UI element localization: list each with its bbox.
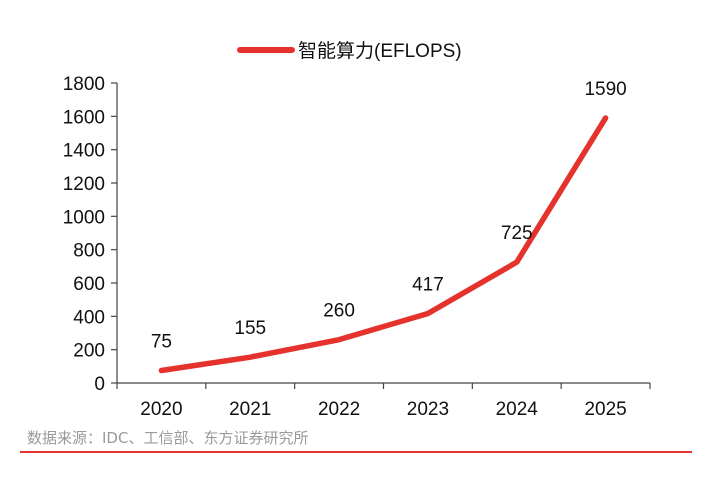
series-line (158, 115, 609, 374)
y-tick-label: 800 (73, 241, 105, 262)
legend: 智能算力(EFLOPS) (237, 40, 462, 62)
data-labels: 75 155 260 417 725 1590 (151, 79, 627, 353)
data-label: 417 (412, 275, 444, 296)
x-tick-label: 2020 (140, 399, 182, 420)
y-tick-label: 1000 (63, 207, 105, 228)
y-tick-label: 0 (94, 374, 105, 395)
data-label: 260 (323, 301, 355, 322)
y-tick-label: 1400 (63, 141, 105, 162)
y-tick-label: 1200 (63, 174, 105, 195)
series-group (158, 115, 609, 374)
y-axis: 0 200 400 600 800 1000 1200 1400 1600 1800 (63, 74, 118, 395)
y-tick-label: 1600 (63, 107, 105, 128)
y-tick-label: 600 (73, 274, 105, 295)
x-axis: 2020 2021 2022 2023 2024 2025 (116, 382, 651, 420)
data-label: 155 (234, 318, 266, 339)
y-tick-label: 400 (73, 307, 105, 328)
legend-label: 智能算力(EFLOPS) (298, 40, 462, 62)
data-label: 75 (151, 332, 172, 353)
y-tick-label: 1800 (63, 74, 105, 95)
x-tick-label: 2023 (407, 399, 449, 420)
x-tick-label: 2024 (496, 399, 539, 420)
data-label: 725 (501, 223, 533, 244)
source-note: 数据来源：IDC、工信部、东方证券研究所 (27, 429, 309, 447)
bottom-rule (20, 451, 692, 453)
data-label: 1590 (584, 79, 626, 100)
y-tick-label: 200 (73, 341, 105, 362)
x-tick-label: 2022 (318, 399, 360, 420)
x-tick-label: 2025 (584, 399, 626, 420)
x-tick-label: 2021 (229, 399, 271, 420)
